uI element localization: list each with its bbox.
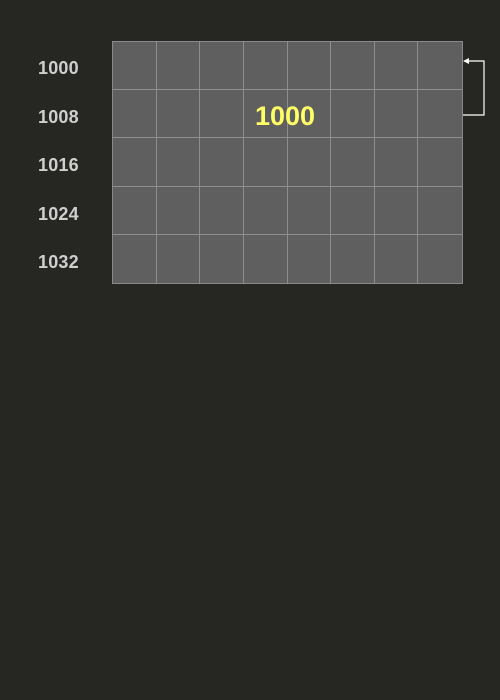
arrow-path bbox=[463, 60, 485, 116]
arrow-head bbox=[463, 58, 469, 64]
memory-byte-cell bbox=[200, 138, 244, 187]
memory-byte-cell bbox=[113, 186, 157, 235]
memory-byte-cell bbox=[287, 138, 332, 187]
memory-byte-cell bbox=[156, 90, 201, 139]
memory-byte-cell bbox=[200, 42, 244, 91]
memory-byte-cell bbox=[243, 42, 288, 91]
memory-byte-cell bbox=[418, 90, 462, 139]
memory-byte-cell bbox=[288, 234, 332, 283]
memory-byte-cell bbox=[156, 186, 201, 235]
memory-byte-cell bbox=[244, 234, 288, 283]
memory-byte-cell bbox=[156, 42, 201, 91]
memory-byte-cell bbox=[375, 234, 419, 283]
memory-byte-cell bbox=[287, 90, 332, 139]
memory-byte-cell bbox=[113, 234, 157, 283]
memory-byte-cell bbox=[374, 42, 419, 91]
memory-grid bbox=[112, 41, 463, 284]
memory-byte-cell bbox=[200, 90, 244, 139]
address-column: 1000 1008 1016 1024 1032 bbox=[38, 42, 98, 285]
memory-byte-cell bbox=[200, 186, 244, 235]
address-label-1024: 1024 bbox=[38, 203, 79, 224]
memory-byte-cell bbox=[157, 234, 201, 283]
memory-byte-cell bbox=[418, 187, 462, 235]
memory-byte-cell bbox=[243, 90, 288, 139]
memory-byte-cell bbox=[287, 42, 332, 91]
address-label-1016: 1016 bbox=[38, 155, 79, 176]
memory-byte-cell bbox=[331, 42, 375, 91]
memory-byte-cell bbox=[113, 42, 157, 91]
memory-byte-cell bbox=[243, 138, 288, 187]
memory-byte-cell bbox=[200, 234, 244, 283]
memory-byte-cell bbox=[418, 42, 462, 91]
memory-byte-cell bbox=[243, 186, 288, 235]
address-label-1000: 1000 bbox=[38, 58, 79, 78]
memory-byte-cell bbox=[331, 138, 375, 187]
memory-byte-cell bbox=[374, 186, 419, 235]
address-label-1008: 1008 bbox=[38, 106, 79, 127]
memory-byte-cell bbox=[287, 186, 332, 235]
memory-byte-cell bbox=[113, 90, 157, 139]
memory-byte-cell bbox=[331, 90, 375, 139]
address-label-1032: 1032 bbox=[38, 252, 79, 273]
memory-byte-cell bbox=[374, 90, 419, 139]
stored-pointer-value: 1000 bbox=[254, 101, 316, 131]
memory-byte-cell bbox=[113, 138, 157, 187]
memory-byte-cell bbox=[418, 138, 462, 187]
memory-byte-cell bbox=[331, 186, 375, 235]
memory-byte-cell bbox=[156, 138, 201, 187]
memory-byte-cell bbox=[374, 138, 419, 187]
memory-byte-cell bbox=[331, 234, 375, 283]
